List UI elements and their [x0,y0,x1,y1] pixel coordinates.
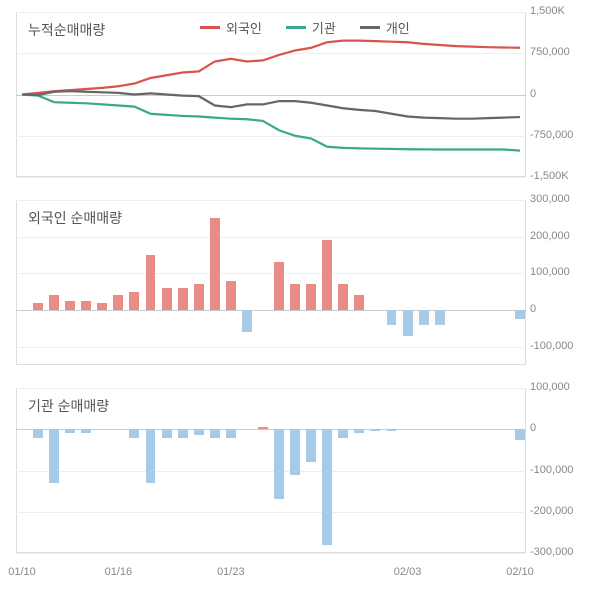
bar-2-16 [274,262,284,310]
bar-3-21 [354,429,364,433]
legend-swatch [360,26,380,29]
bar-3-4 [81,429,91,433]
bar-2-9 [162,288,172,310]
bar-2-17 [290,284,300,310]
bar-3-12 [210,429,220,437]
bar-2-19 [322,240,332,310]
bar-2-23 [387,310,397,325]
legend-label: 개인 [386,18,410,37]
bar-3-8 [146,429,156,483]
bar-2-21 [354,295,364,310]
x-tick-label: 01/10 [8,566,36,578]
bar-3-20 [338,429,348,437]
bar-3-23 [387,429,397,431]
bar-2-14 [242,310,252,332]
legend: 외국인 기관 개인 [200,18,410,37]
bar-3-19 [322,429,332,545]
bar-3-1 [33,429,43,437]
x-tick-label: 02/03 [394,566,422,578]
bar-3-11 [194,429,204,435]
bar-2-8 [146,255,156,310]
line-series-foreigner [22,41,520,95]
bar-3-10 [178,429,188,437]
bar-2-13 [226,281,236,310]
bar-2-12 [210,218,220,310]
bar-2-4 [81,301,91,310]
bar-3-2 [49,429,59,483]
chart-container: 누적순매매량-1,500K-750,0000750,0001,500K외국인 순… [0,0,600,604]
x-tick-label: 01/16 [105,566,133,578]
bar-2-1 [33,303,43,310]
bar-2-3 [65,301,75,310]
bar-2-18 [306,284,316,310]
bar-2-11 [194,284,204,310]
bar-3-16 [274,429,284,499]
bar-3-22 [370,429,380,431]
bar-2-7 [129,292,139,310]
x-tick-label: 01/23 [217,566,245,578]
bar-2-10 [178,288,188,310]
bar-3-3 [65,429,75,433]
bar-3-13 [226,429,236,437]
bar-2-24 [403,310,413,336]
bar-2-2 [49,295,59,310]
legend-item: 개인 [360,18,410,37]
bar-2-26 [435,310,445,325]
bar-2-5 [97,303,107,310]
bar-3-18 [306,429,316,462]
bar-3-9 [162,429,172,437]
legend-label: 기관 [312,18,336,37]
bar-3-15 [258,427,268,429]
bar-3-31 [515,429,525,439]
legend-item: 기관 [286,18,336,37]
bar-3-7 [129,429,139,437]
bar-2-20 [338,284,348,310]
bar-2-25 [419,310,429,325]
bar-2-6 [113,295,123,310]
bar-3-17 [290,429,300,474]
legend-item: 외국인 [200,18,262,37]
x-tick-label: 02/10 [506,566,534,578]
legend-swatch [200,26,220,29]
bar-2-31 [515,310,525,319]
legend-swatch [286,26,306,29]
legend-label: 외국인 [226,18,262,37]
